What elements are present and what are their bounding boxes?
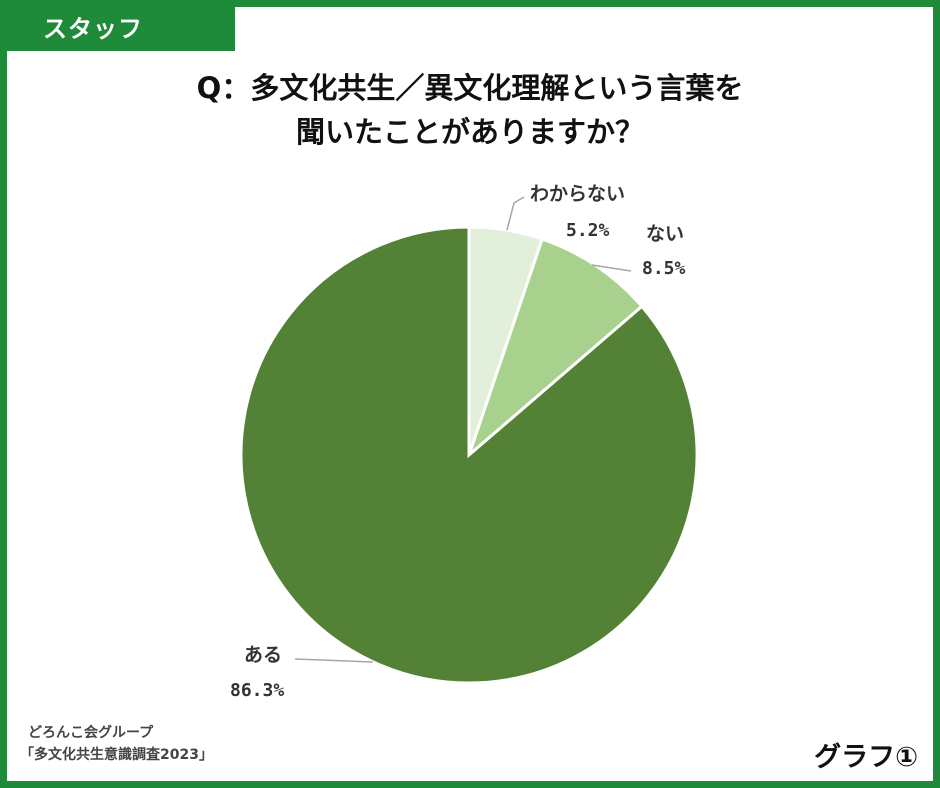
source-survey: 「多文化共生意識調査2023」 bbox=[20, 747, 213, 763]
pie-slice-2 bbox=[239, 225, 699, 685]
label-wakaranai: わからない bbox=[530, 183, 626, 205]
chart-title: Q：多文化共生／異文化理解という言葉を 聞いたことがありますか？ bbox=[0, 66, 940, 154]
value-wakaranai: 5.2% bbox=[566, 220, 610, 241]
source-org: どろんこ会グループ bbox=[28, 725, 154, 741]
value-nai: 8.5% bbox=[642, 258, 686, 279]
value-aru: 86.3% bbox=[230, 680, 285, 701]
label-aru: ある bbox=[244, 644, 283, 666]
tab-staff: スタッフ bbox=[7, 7, 235, 51]
leader-line-1 bbox=[591, 264, 632, 272]
label-nai: ない bbox=[646, 223, 685, 245]
leader-line-0 bbox=[506, 196, 525, 231]
leader-line-2 bbox=[294, 658, 374, 663]
chart-title-line2: 聞いたことがありますか？ bbox=[295, 115, 644, 149]
chart-title-line1: Q：多文化共生／異文化理解という言葉を bbox=[196, 71, 744, 105]
graph-number: グラフ① bbox=[814, 742, 918, 773]
